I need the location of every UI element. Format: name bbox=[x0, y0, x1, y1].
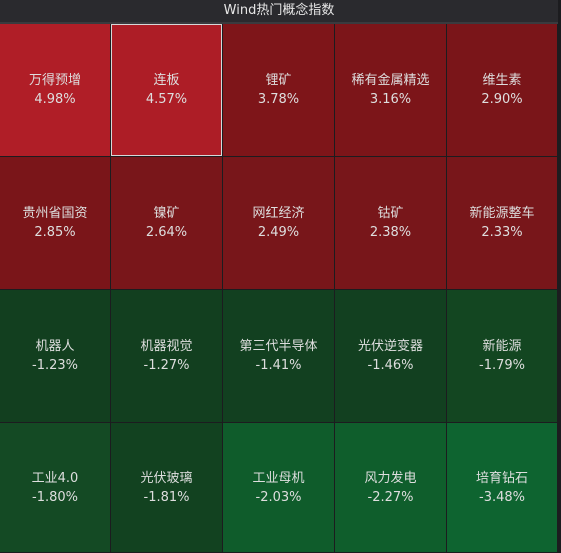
concept-tile[interactable]: 机器人 -1.23% bbox=[0, 290, 110, 422]
tile-name: 第三代半导体 bbox=[239, 339, 318, 354]
tile-change: -2.03% bbox=[255, 489, 302, 505]
tile-name: 工业母机 bbox=[252, 470, 305, 486]
tile-name: 工业4.0 bbox=[31, 470, 79, 486]
tile-change: -1.80% bbox=[32, 489, 78, 505]
tile-change: 2.33% bbox=[481, 225, 523, 240]
tile-change: -1.79% bbox=[479, 358, 525, 373]
concept-tile[interactable]: 培育钻石 -3.48% bbox=[447, 423, 557, 552]
concept-tile[interactable]: 贵州省国资 2.85% bbox=[0, 157, 110, 289]
concept-tile[interactable]: 风力发电 -2.27% bbox=[335, 423, 446, 552]
tile-name: 风力发电 bbox=[364, 470, 417, 486]
tile-name: 钴矿 bbox=[377, 206, 404, 221]
concept-tile[interactable]: 机器视觉 -1.27% bbox=[111, 290, 222, 422]
tile-change: -1.41% bbox=[255, 358, 302, 373]
tile-name: 锂矿 bbox=[265, 73, 292, 88]
tile-name: 机器人 bbox=[35, 339, 75, 354]
concept-tile[interactable]: 工业母机 -2.03% bbox=[223, 423, 334, 552]
tile-change: -3.48% bbox=[479, 489, 525, 505]
concept-tile[interactable]: 连板 4.57% bbox=[111, 24, 222, 156]
tile-name: 维生素 bbox=[482, 73, 522, 88]
tile-name: 培育钻石 bbox=[475, 470, 528, 486]
concept-tile[interactable]: 维生素 2.90% bbox=[447, 24, 557, 156]
concept-tile[interactable]: 新能源整车 2.33% bbox=[447, 157, 557, 289]
tile-name: 光伏玻璃 bbox=[140, 470, 193, 486]
tile-change: 4.57% bbox=[145, 92, 188, 107]
tile-change: 2.85% bbox=[34, 225, 76, 240]
tile-name: 新能源 bbox=[482, 339, 522, 354]
tile-change: 2.38% bbox=[369, 225, 412, 240]
tile-change: -1.27% bbox=[143, 358, 190, 373]
concept-tile[interactable]: 锂矿 3.78% bbox=[223, 24, 334, 156]
concept-tile[interactable]: 稀有金属精选 3.16% bbox=[335, 24, 446, 156]
tile-change: 4.98% bbox=[34, 92, 76, 107]
tile-name: 新能源整车 bbox=[469, 206, 535, 221]
tile-name: 稀有金属精选 bbox=[351, 73, 430, 88]
concept-tile[interactable]: 第三代半导体 -1.41% bbox=[223, 290, 334, 422]
tile-name: 网红经济 bbox=[252, 206, 305, 221]
concept-tile[interactable]: 钴矿 2.38% bbox=[335, 157, 446, 289]
concept-tile[interactable]: 光伏逆变器 -1.46% bbox=[335, 290, 446, 422]
tile-change: 3.78% bbox=[257, 92, 300, 107]
concept-tile[interactable]: 新能源 -1.79% bbox=[447, 290, 557, 422]
concept-tile[interactable]: 工业4.0 -1.80% bbox=[0, 423, 110, 552]
tile-name: 光伏逆变器 bbox=[357, 339, 423, 354]
tile-name: 万得预增 bbox=[28, 73, 81, 88]
tile-change: -2.27% bbox=[367, 489, 414, 505]
tile-change: 2.90% bbox=[481, 92, 523, 107]
tile-name: 镍矿 bbox=[153, 206, 180, 221]
tile-change: -1.81% bbox=[143, 489, 190, 505]
concept-tile[interactable]: 光伏玻璃 -1.81% bbox=[111, 423, 222, 552]
concept-tile[interactable]: 镍矿 2.64% bbox=[111, 157, 222, 289]
tile-change: -1.23% bbox=[32, 358, 78, 373]
tile-change: 2.49% bbox=[257, 225, 300, 240]
concept-tile[interactable]: 万得预增 4.98% bbox=[0, 24, 110, 156]
tile-change: 3.16% bbox=[369, 92, 412, 107]
panel-title: Wind热门概念指数 bbox=[0, 0, 558, 24]
tile-name: 贵州省国资 bbox=[22, 206, 88, 221]
tile-name: 机器视觉 bbox=[140, 339, 193, 354]
concept-tile[interactable]: 网红经济 2.49% bbox=[223, 157, 334, 289]
tile-change: 2.64% bbox=[145, 225, 188, 240]
tile-name: 连板 bbox=[153, 73, 180, 88]
tile-change: -1.46% bbox=[367, 358, 414, 373]
